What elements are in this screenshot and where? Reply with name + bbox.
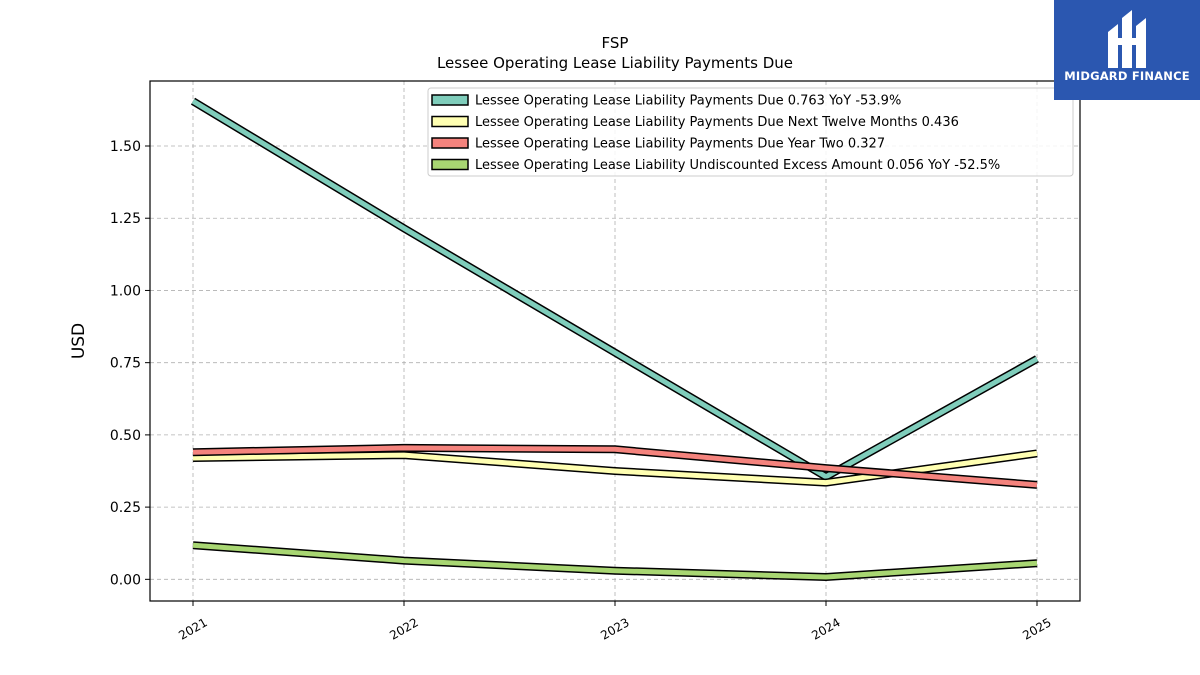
legend-swatch xyxy=(431,94,469,106)
y-tick-label: 0.00 xyxy=(110,572,141,588)
legend-swatch xyxy=(431,115,469,128)
brand-logo: MIDGARD FINANCE xyxy=(1054,0,1200,100)
y-tick-label: 1.25 xyxy=(110,211,141,227)
series-line-3 xyxy=(192,443,1038,489)
y-tick-label: 1.50 xyxy=(110,139,141,155)
legend-entry-label: Lessee Operating Lease Liability Undisco… xyxy=(475,158,1000,173)
y-tick-label: 0.75 xyxy=(110,356,141,372)
series-layer xyxy=(190,97,1039,582)
series-line-1 xyxy=(190,97,1039,482)
x-tick-label: 2023 xyxy=(598,615,631,642)
legend: Lessee Operating Lease Liability Payment… xyxy=(427,87,1074,177)
legend-entry-label: Lessee Operating Lease Liability Payment… xyxy=(475,94,901,109)
legend-swatch xyxy=(431,158,469,171)
brand-name: MIDGARD FINANCE xyxy=(1064,69,1190,83)
brand-logo-icon xyxy=(1108,10,1146,68)
series-line-fill xyxy=(192,445,1038,488)
x-tick-label: 2024 xyxy=(809,615,842,642)
legend-entry-label: Lessee Operating Lease Liability Payment… xyxy=(475,137,885,152)
legend-swatch xyxy=(431,137,469,149)
series-line-fill xyxy=(191,99,1039,480)
y-axis-label: USD xyxy=(69,323,89,359)
x-tick-label: 2021 xyxy=(176,615,209,642)
x-tick-label: 2022 xyxy=(387,615,420,642)
y-tick-label: 1.00 xyxy=(110,283,141,299)
series-line-fill xyxy=(192,542,1038,580)
chart-subtitle: Lessee Operating Lease Liability Payment… xyxy=(437,54,793,72)
legend-entry-label: Lessee Operating Lease Liability Payment… xyxy=(475,115,959,130)
x-tick-label: 2025 xyxy=(1020,615,1053,642)
y-tick-label: 0.50 xyxy=(110,428,141,444)
legend-box xyxy=(427,87,1074,177)
series-line-4 xyxy=(192,541,1038,582)
y-tick-label: 0.25 xyxy=(110,500,141,516)
chart-title: FSP xyxy=(602,34,629,52)
